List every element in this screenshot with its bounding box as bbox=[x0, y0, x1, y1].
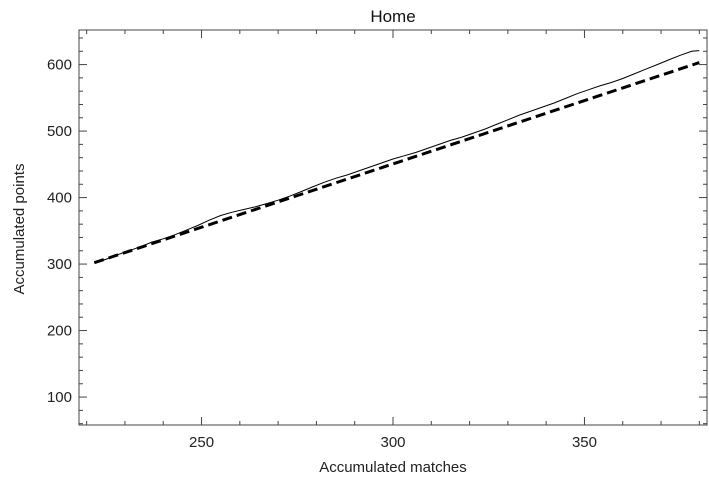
series-line-dashed bbox=[93, 61, 700, 265]
y-tick-label: 500 bbox=[47, 123, 72, 140]
x-tick-label: 300 bbox=[380, 434, 405, 451]
x-axis-title: Accumulated matches bbox=[319, 459, 467, 476]
y-tick-label: 600 bbox=[47, 57, 72, 74]
x-tick-label: 350 bbox=[572, 434, 597, 451]
y-tick-label: 100 bbox=[47, 389, 72, 406]
plot-frame bbox=[78, 29, 708, 426]
y-tick-label: 300 bbox=[47, 256, 72, 273]
y-tick-label: 200 bbox=[47, 323, 72, 340]
y-axis-title: Accumulated points bbox=[11, 164, 28, 295]
series-line-solid bbox=[94, 50, 700, 264]
plot-area: 250 300 350 100 200 300 400 500 600 bbox=[47, 29, 708, 451]
x-tick-label: 250 bbox=[189, 434, 214, 451]
chart-title: Home bbox=[370, 7, 415, 26]
y-tick-label: 400 bbox=[47, 190, 72, 207]
